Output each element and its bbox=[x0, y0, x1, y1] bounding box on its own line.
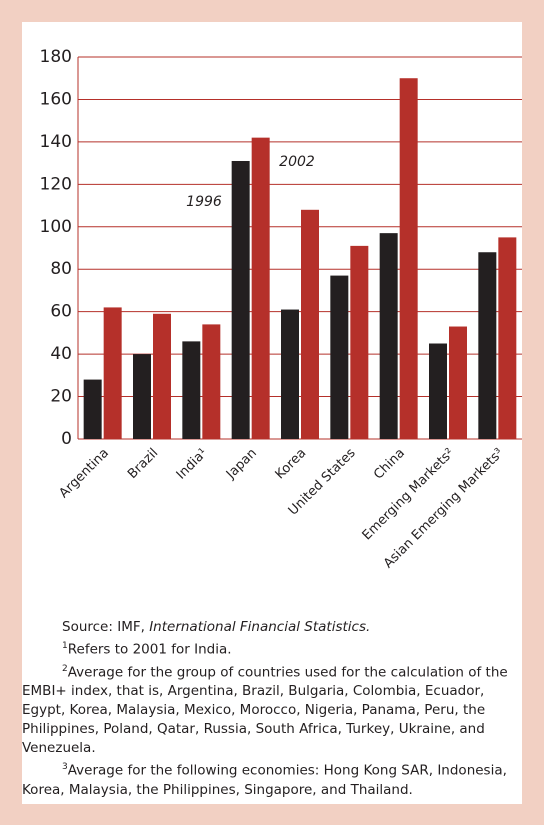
footnote: 2Average for the group of countries used… bbox=[22, 660, 524, 759]
x-tick-label: Brazil bbox=[125, 446, 161, 482]
footnote: 3Average for the following economies: Ho… bbox=[22, 758, 524, 800]
notes: Source: IMF, International Financial Sta… bbox=[22, 618, 524, 800]
series-label: 2002 bbox=[279, 154, 315, 170]
footnote-marker: 1 bbox=[62, 641, 68, 651]
bar bbox=[350, 245, 369, 439]
series-label: 1996 bbox=[186, 194, 222, 210]
x-tick-label: Argentina bbox=[57, 446, 112, 501]
bar bbox=[251, 137, 270, 439]
bar bbox=[83, 379, 102, 439]
y-tick-label: 80 bbox=[50, 259, 72, 279]
footnote-text: Average for the group of countries used … bbox=[22, 664, 508, 756]
bar bbox=[301, 209, 319, 439]
bar bbox=[379, 233, 398, 439]
y-tick-label: 100 bbox=[40, 217, 72, 237]
y-tick-label: 160 bbox=[40, 89, 72, 109]
y-tick-label: 60 bbox=[50, 302, 72, 322]
y-tick-label: 180 bbox=[40, 47, 72, 67]
bar bbox=[429, 343, 447, 439]
footnote-marker: 3 bbox=[62, 762, 68, 772]
bar bbox=[399, 78, 418, 439]
x-tick-label: India¹ bbox=[174, 446, 211, 483]
footnote: 1Refers to 2001 for India. bbox=[22, 637, 524, 660]
footnote-text: Average for the following economies: Hon… bbox=[22, 762, 507, 798]
footnote-text: Refers to 2001 for India. bbox=[67, 641, 232, 658]
y-tick-label: 120 bbox=[40, 174, 72, 194]
bar bbox=[133, 354, 151, 439]
source-title: International Financial Statistics. bbox=[149, 619, 371, 635]
bar bbox=[202, 324, 221, 439]
source: Source: IMF, International Financial Sta… bbox=[22, 618, 524, 637]
y-tick-label: 0 bbox=[61, 429, 72, 449]
bar bbox=[153, 313, 171, 439]
y-tick-label: 20 bbox=[50, 387, 72, 407]
bar bbox=[231, 160, 250, 439]
bar bbox=[478, 252, 497, 439]
source-prefix: Source: IMF, bbox=[62, 619, 150, 635]
bar bbox=[103, 307, 122, 439]
bar bbox=[449, 326, 467, 439]
bar bbox=[330, 275, 349, 439]
bar bbox=[498, 237, 517, 439]
bar bbox=[182, 341, 201, 439]
x-tick-label: Japan bbox=[223, 446, 260, 483]
x-tick-label: China bbox=[371, 446, 408, 483]
x-tick-label: Korea bbox=[273, 446, 310, 483]
y-tick-label: 140 bbox=[40, 132, 72, 152]
chart: 0 20 40 60 80 100 120 140 160 180 Argentina Brazil I… bbox=[40, 47, 522, 571]
x-tick-label: Emerging Markets² bbox=[360, 446, 458, 544]
y-tick-label: 40 bbox=[50, 344, 72, 364]
footnote-marker: 2 bbox=[62, 663, 68, 674]
bar bbox=[281, 309, 299, 439]
